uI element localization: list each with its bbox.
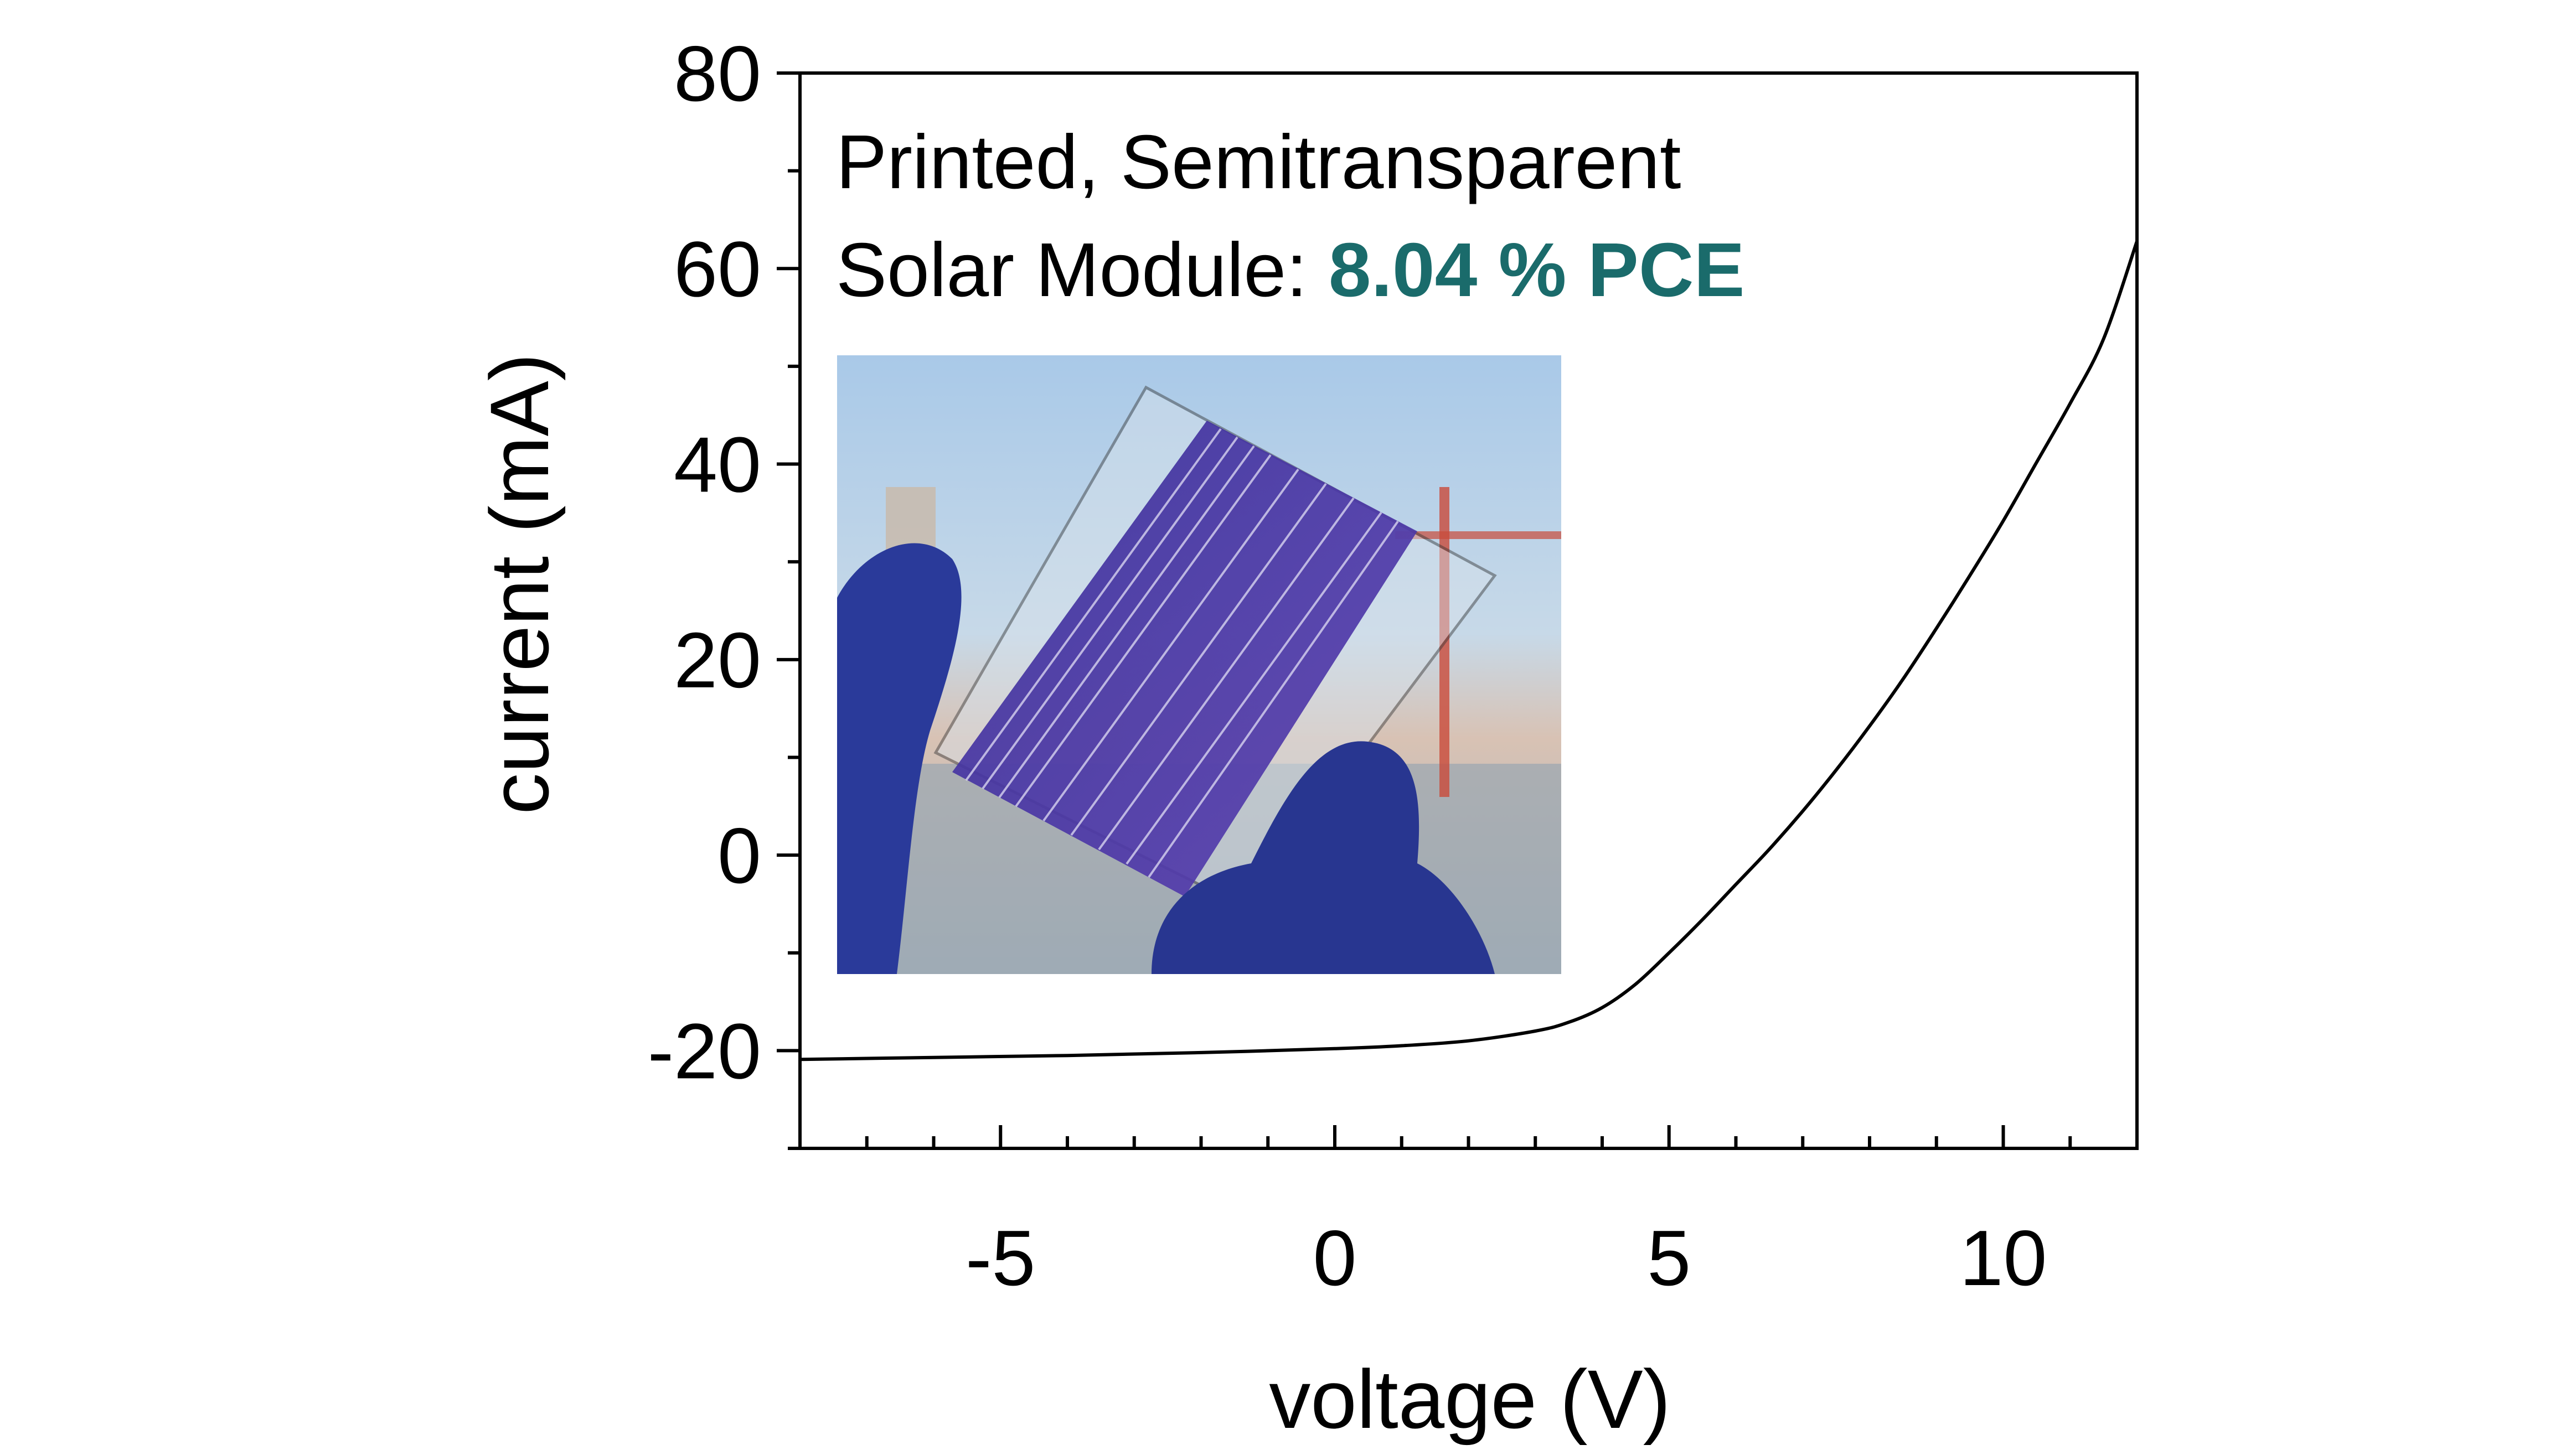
y-tick-label: -20 [648, 1007, 761, 1095]
x-tick-label: -5 [966, 1214, 1035, 1302]
x-tick-label: 5 [1647, 1214, 1691, 1302]
y-tick-label: 60 [674, 225, 761, 313]
y-tick-label: 20 [674, 617, 761, 705]
y-tick-label: 0 [717, 812, 761, 900]
x-axis-title: voltage (V) [1269, 1353, 1670, 1446]
iv-curve-line [799, 240, 2139, 1061]
pce-value: 8.04 % PCE [1329, 227, 1745, 313]
y-axis-ticks [777, 71, 800, 1150]
y-tick-label: 80 [674, 30, 761, 118]
x-axis-ticks [798, 1125, 2139, 1148]
annotation-line-2: Solar Module: 8.04 % PCE [836, 227, 1745, 313]
x-axis-tick-labels: -5 0 5 10 [966, 1214, 2047, 1302]
annotation-line-2-prefix: Solar Module: [836, 227, 1329, 313]
series-layer [799, 240, 2139, 1061]
solar-module-photo [837, 355, 1561, 974]
x-tick-label: 10 [1960, 1214, 2047, 1302]
annotation-line-1: Printed, Semitransparent [836, 120, 1681, 205]
x-tick-label: 0 [1313, 1214, 1357, 1302]
y-tick-label: 40 [674, 421, 761, 509]
y-axis-title: current (mA) [473, 353, 566, 814]
y-axis-tick-labels: -20 0 20 40 60 80 [648, 30, 761, 1095]
